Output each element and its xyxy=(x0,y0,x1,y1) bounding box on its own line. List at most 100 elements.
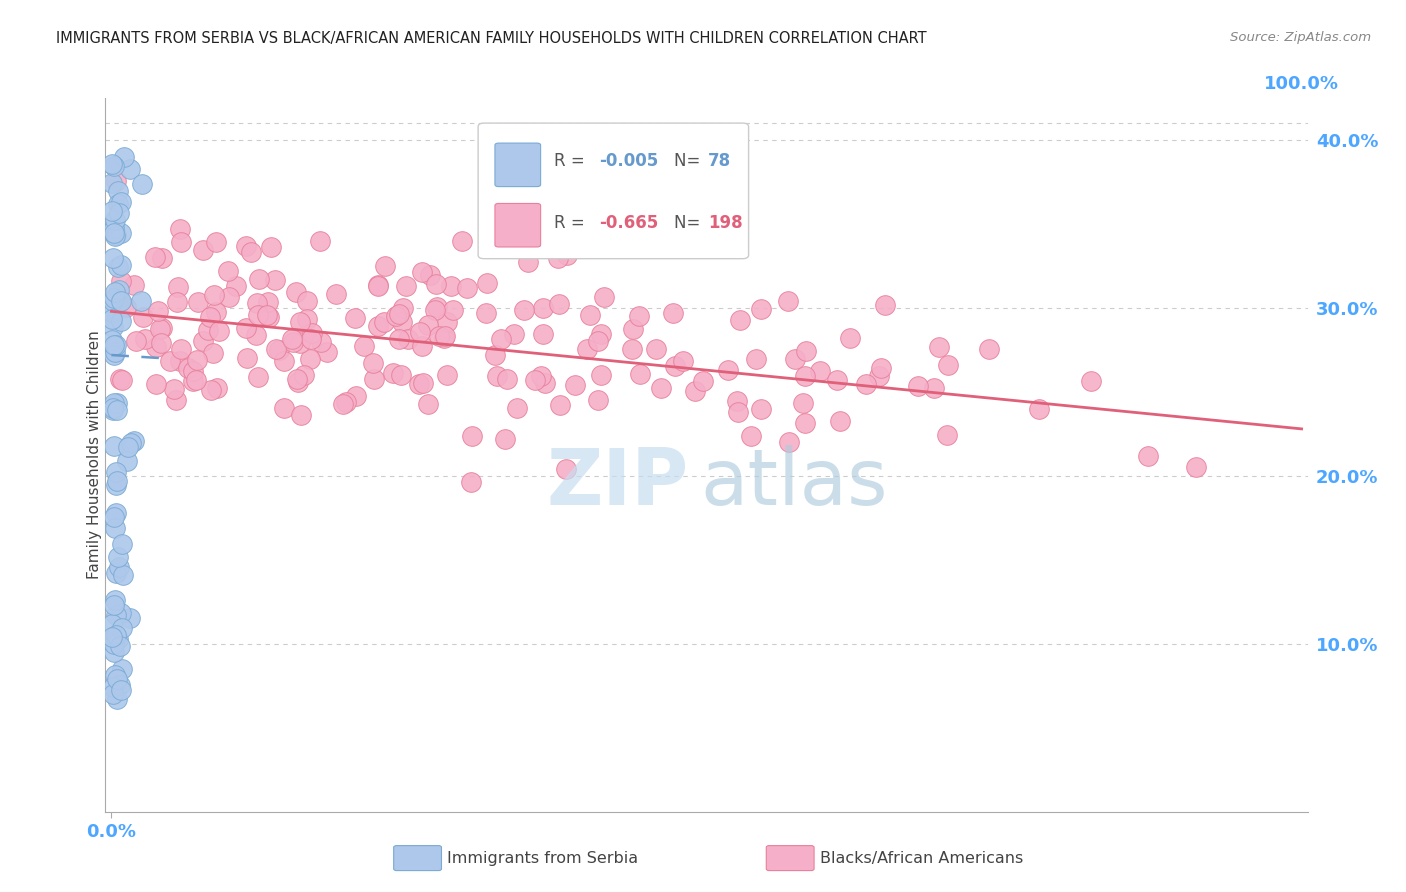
Point xyxy=(325,286,347,301)
Point xyxy=(225,278,247,293)
Point xyxy=(692,374,714,388)
Point xyxy=(353,339,375,353)
Point xyxy=(181,364,204,378)
Point xyxy=(191,243,214,257)
Point xyxy=(977,342,1000,356)
Text: 78: 78 xyxy=(707,153,731,170)
Point xyxy=(411,339,433,353)
Point xyxy=(104,285,127,300)
Point xyxy=(363,371,385,385)
Point xyxy=(184,373,207,387)
Point xyxy=(717,362,740,376)
Point xyxy=(105,628,128,642)
Point xyxy=(778,435,800,450)
Point xyxy=(564,378,586,392)
Point xyxy=(284,285,307,299)
Point xyxy=(433,329,456,343)
Point xyxy=(103,349,125,363)
Point xyxy=(257,295,280,310)
Point xyxy=(101,616,124,631)
Point xyxy=(425,277,447,291)
Point xyxy=(208,324,231,338)
Point xyxy=(110,678,132,692)
Point xyxy=(107,184,129,198)
Point xyxy=(281,332,304,346)
Point xyxy=(922,381,945,395)
Point xyxy=(367,278,389,293)
Point xyxy=(105,566,128,580)
Point xyxy=(110,258,132,272)
Point xyxy=(301,326,323,340)
Text: IMMIGRANTS FROM SERBIA VS BLACK/AFRICAN AMERICAN FAMILY HOUSEHOLDS WITH CHILDREN: IMMIGRANTS FROM SERBIA VS BLACK/AFRICAN … xyxy=(56,31,927,46)
Point xyxy=(177,360,200,375)
Point xyxy=(201,345,224,359)
Point xyxy=(236,351,259,366)
Point xyxy=(246,296,269,310)
Point xyxy=(645,343,668,357)
Point xyxy=(202,288,225,302)
Point xyxy=(267,343,290,357)
Point xyxy=(1185,460,1208,475)
Point xyxy=(103,396,125,410)
Point xyxy=(200,383,222,397)
Point xyxy=(794,369,817,384)
Point xyxy=(101,157,124,171)
Point xyxy=(555,462,578,476)
Point xyxy=(295,294,318,309)
Point xyxy=(433,331,456,345)
FancyBboxPatch shape xyxy=(478,123,748,259)
Point xyxy=(100,333,122,347)
Point xyxy=(441,302,464,317)
Point xyxy=(332,397,354,411)
Point xyxy=(110,314,132,328)
Point xyxy=(245,328,267,343)
Point xyxy=(489,332,512,346)
Point xyxy=(191,334,214,348)
Point xyxy=(105,338,128,352)
Point xyxy=(588,334,610,348)
Point xyxy=(104,344,127,359)
Point xyxy=(530,368,553,383)
Point xyxy=(143,250,166,264)
Point xyxy=(110,226,132,240)
Point xyxy=(418,397,440,411)
Point xyxy=(197,323,219,337)
Point xyxy=(838,331,860,345)
Point xyxy=(855,377,877,392)
Point xyxy=(298,351,321,366)
Point xyxy=(103,159,125,173)
Point xyxy=(108,639,131,653)
Point xyxy=(110,294,132,309)
Point xyxy=(124,434,146,449)
Point xyxy=(363,356,385,370)
Point xyxy=(105,396,128,410)
Point xyxy=(593,290,616,304)
Point xyxy=(436,315,458,329)
Point xyxy=(107,559,129,574)
Point xyxy=(111,373,134,387)
Point xyxy=(170,235,193,250)
Point xyxy=(589,327,612,342)
Point xyxy=(287,375,309,389)
Point xyxy=(395,278,418,293)
Point xyxy=(120,436,142,450)
Point xyxy=(150,321,173,335)
Point xyxy=(495,372,517,386)
Point xyxy=(285,372,308,386)
Text: ZIP: ZIP xyxy=(547,445,689,522)
Point xyxy=(416,318,439,332)
Point xyxy=(150,252,173,266)
Point xyxy=(281,334,304,349)
Point xyxy=(103,220,125,235)
Point xyxy=(101,320,124,334)
Point xyxy=(145,340,167,354)
Text: R =: R = xyxy=(554,214,591,232)
Point xyxy=(292,368,315,382)
Point xyxy=(1137,449,1160,463)
Point xyxy=(555,248,578,262)
Point xyxy=(427,329,450,343)
Point xyxy=(1080,374,1102,388)
Point xyxy=(392,301,415,315)
Point xyxy=(426,301,449,315)
Point xyxy=(256,309,278,323)
